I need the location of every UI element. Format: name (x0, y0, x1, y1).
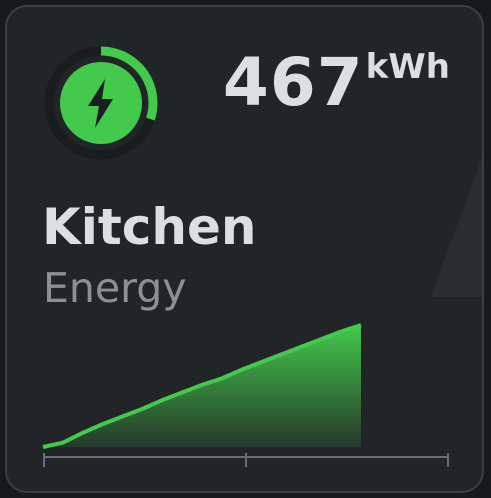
energy-area-chart (42, 323, 449, 467)
card-subtitle: Energy (43, 264, 187, 312)
energy-progress-ring (41, 43, 161, 163)
lightning-bolt-icon (88, 79, 113, 128)
chart-series-line (42, 323, 362, 449)
energy-value: 467 kWh (223, 45, 450, 121)
background-bolt-icon (430, 157, 482, 297)
energy-value-number: 467 (222, 44, 364, 121)
energy-value-unit: kWh (365, 47, 450, 87)
energy-card[interactable]: 467 kWh Kitchen Energy (5, 5, 484, 493)
ring-progress-arc (44, 46, 158, 160)
card-title: Kitchen (42, 198, 257, 256)
